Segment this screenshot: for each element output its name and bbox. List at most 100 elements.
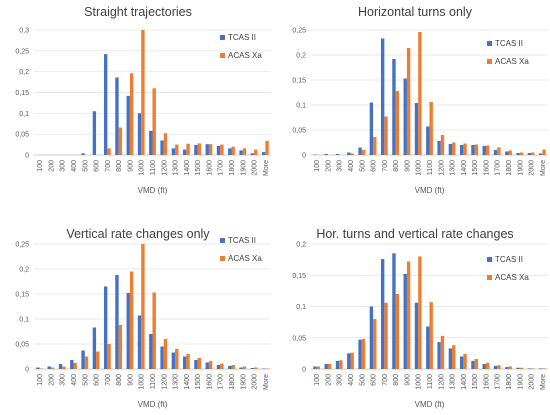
y-tick-label: 0,25 — [15, 242, 29, 249]
x-tick-label: 1800 — [506, 374, 513, 390]
bar-tcas-700 — [380, 38, 385, 155]
x-tick-label: 1500 — [195, 374, 202, 390]
bar-acas-1700 — [220, 144, 224, 155]
x-axis-label: VMD (ft) — [138, 400, 168, 409]
x-tick-label: 300 — [337, 374, 344, 386]
bar-tcas-1900 — [516, 367, 520, 369]
x-tick-label: 1700 — [495, 160, 502, 176]
x-tick-label: 1000 — [139, 160, 146, 176]
bar-acas-More — [542, 149, 546, 155]
bar-acas-400 — [73, 363, 77, 369]
bar-acas-1200 — [440, 135, 445, 155]
x-tick-label: 200 — [48, 160, 55, 172]
legend-label: ACAS Xa — [228, 51, 262, 60]
x-tick-label: 1400 — [184, 160, 191, 176]
x-tick-label: 500 — [82, 160, 89, 172]
x-tick-label: 600 — [371, 160, 378, 172]
bar-tcas-1000 — [414, 302, 419, 369]
bar-acas-1300 — [452, 142, 456, 155]
x-tick-label: 300 — [60, 160, 67, 172]
bar-tcas-1600 — [482, 364, 486, 369]
bar-tcas-2000 — [527, 368, 532, 369]
bar-acas-1500 — [197, 143, 202, 155]
x-axis-label: VMD (ft) — [415, 186, 445, 195]
x-tick-label: 1300 — [173, 160, 180, 176]
bar-acas-700 — [107, 148, 111, 155]
bar-tcas-100 — [36, 367, 40, 369]
x-tick-label: 1100 — [150, 374, 157, 389]
y-tick-label: 0,25 — [292, 28, 306, 35]
bar-tcas-2000 — [250, 153, 255, 155]
x-tick-label: 800 — [116, 160, 123, 172]
bar-tcas-500 — [358, 339, 362, 369]
x-tick-label: 1100 — [427, 160, 434, 175]
y-tick-label: 0,15 — [15, 292, 29, 299]
bar-tcas-500 — [81, 350, 85, 369]
x-tick-label: 1200 — [161, 374, 168, 390]
bar-tcas-1600 — [482, 146, 486, 155]
bar-tcas-400 — [70, 360, 74, 369]
x-tick-label: More — [263, 374, 270, 390]
bar-acas-1900 — [242, 366, 247, 369]
bar-tcas-1200 — [160, 140, 164, 155]
bar-acas-1300 — [452, 345, 456, 369]
bar-tcas-1400 — [459, 145, 464, 155]
x-tick-label: 800 — [393, 374, 400, 386]
x-tick-label: 300 — [337, 160, 344, 172]
bar-acas-900 — [129, 73, 134, 155]
bar-acas-1100 — [152, 292, 156, 369]
bar-tcas-1200 — [437, 141, 441, 155]
x-tick-label: 1800 — [229, 374, 236, 390]
bar-acas-1800 — [508, 366, 512, 369]
x-tick-label: 500 — [359, 374, 366, 386]
x-tick-label: 1700 — [495, 374, 502, 390]
bar-acas-300 — [339, 360, 343, 369]
bar-acas-600 — [373, 319, 377, 369]
bar-tcas-1100 — [149, 130, 153, 155]
legend-swatch — [220, 238, 225, 243]
x-tick-label: 400 — [71, 160, 78, 172]
y-tick-label: 0,2 — [296, 242, 306, 249]
legend-label: ACAS Xa — [228, 254, 262, 263]
bar-acas-500 — [361, 150, 366, 155]
bar-tcas-500 — [81, 153, 85, 155]
bar-tcas-1700 — [216, 145, 221, 155]
bar-acas-More — [265, 368, 269, 369]
x-tick-label: 400 — [71, 374, 78, 386]
x-tick-label: 1200 — [161, 160, 168, 176]
bar-acas-More — [542, 368, 546, 369]
bar-acas-1700 — [220, 363, 224, 369]
bar-acas-1200 — [163, 339, 168, 369]
x-tick-label: 1300 — [450, 160, 457, 176]
bar-tcas-100 — [313, 154, 317, 155]
x-tick-label: 200 — [325, 374, 332, 386]
bar-tcas-2000 — [250, 368, 255, 369]
bar-acas-1000 — [141, 30, 145, 155]
bar-tcas-1000 — [137, 315, 142, 369]
bar-acas-2000 — [254, 149, 258, 155]
y-tick-label: 0 — [302, 367, 306, 374]
legend-swatch — [220, 256, 225, 261]
chart-title: Hor. turns and vertical rate changes — [316, 227, 513, 241]
x-tick-label: 1800 — [229, 160, 236, 176]
legend-label: ACAS Xa — [495, 57, 529, 66]
bar-acas-500 — [361, 339, 366, 369]
x-tick-label: 400 — [348, 374, 355, 386]
bar-tcas-More — [538, 368, 543, 369]
bar-tcas-300 — [335, 360, 340, 369]
x-tick-label: 2000 — [529, 160, 536, 176]
bar-tcas-100 — [313, 366, 317, 369]
bar-tcas-700 — [103, 286, 108, 369]
bar-acas-400 — [350, 153, 354, 155]
x-tick-label: 1500 — [472, 374, 479, 390]
bar-acas-900 — [129, 271, 134, 369]
bar-tcas-600 — [369, 306, 374, 369]
x-tick-label: 1300 — [173, 374, 180, 390]
x-tick-label: 2000 — [252, 374, 259, 390]
bar-tcas-800 — [115, 77, 119, 155]
bar-tcas-400 — [347, 353, 351, 369]
x-tick-label: 1000 — [139, 374, 146, 390]
x-tick-label: 1100 — [150, 160, 157, 175]
bar-tcas-500 — [358, 147, 362, 155]
